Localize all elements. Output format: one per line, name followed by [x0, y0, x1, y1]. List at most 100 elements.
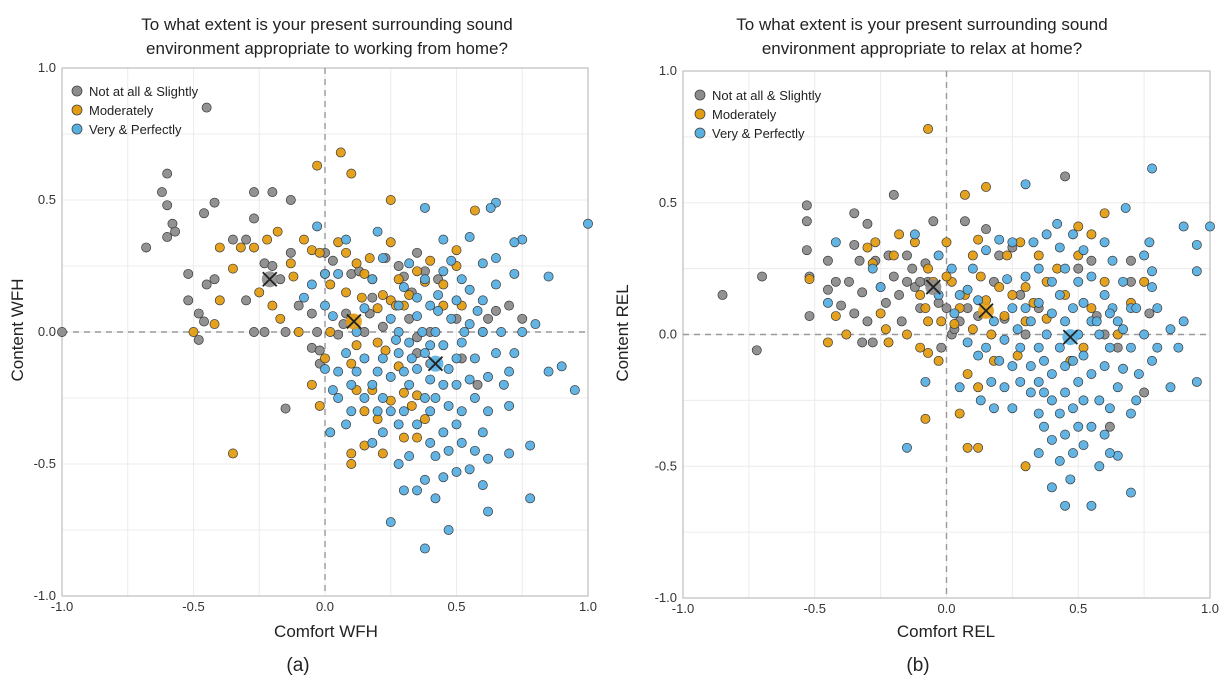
data-point: [201, 279, 212, 290]
data-point: [1041, 329, 1052, 340]
data-point: [433, 290, 444, 300]
data-point: [841, 329, 852, 340]
data-point: [1060, 316, 1071, 327]
data-point: [1007, 303, 1018, 314]
data-point: [525, 440, 536, 451]
data-point: [1091, 316, 1102, 327]
data-point: [1007, 403, 1018, 414]
data-point: [1033, 297, 1044, 308]
data-point: [367, 437, 378, 448]
data-point: [862, 316, 873, 327]
data-point: [1125, 255, 1136, 266]
data-point: [1094, 461, 1105, 472]
data-point: [285, 258, 296, 269]
data-point: [509, 268, 520, 279]
data-point: [1046, 369, 1057, 379]
data-point: [504, 448, 515, 459]
data-point: [923, 124, 934, 134]
data-point: [1020, 282, 1031, 293]
data-point: [412, 364, 422, 374]
data-point: [235, 242, 246, 253]
data-point: [920, 376, 931, 387]
data-point: [325, 279, 336, 290]
data-point: [412, 419, 422, 430]
data-point: [346, 406, 357, 417]
data-point: [1073, 421, 1084, 432]
data-point: [385, 406, 396, 417]
data-point: [1068, 403, 1078, 414]
data-point: [451, 466, 462, 477]
data-point: [1152, 303, 1163, 314]
data-point: [438, 427, 449, 438]
data-point: [1118, 276, 1128, 287]
y-tick-label: 0.0: [659, 327, 677, 342]
data-point: [1054, 408, 1065, 419]
data-point: [333, 393, 344, 403]
chart-title-line-2: environment appropriate to relax at home…: [762, 39, 1082, 58]
data-point: [443, 364, 454, 374]
data-point: [299, 292, 309, 303]
data-point: [1078, 440, 1089, 451]
data-point: [1068, 303, 1078, 314]
data-point: [1086, 229, 1097, 240]
data-point: [464, 232, 475, 242]
data-point: [1073, 263, 1084, 274]
data-point: [504, 300, 515, 311]
data-point: [849, 308, 860, 319]
data-point: [894, 290, 905, 300]
data-point: [162, 200, 173, 211]
data-point: [1060, 171, 1071, 182]
data-point: [385, 313, 396, 324]
data-point: [472, 379, 483, 390]
data-point: [1041, 229, 1052, 240]
data-point: [419, 414, 430, 425]
chart-title-line-1: To what extent is your present surroundi…: [141, 15, 512, 34]
data-point: [1104, 421, 1115, 432]
data-point: [1120, 203, 1131, 213]
data-point: [438, 379, 449, 390]
data-point: [1033, 250, 1044, 261]
data-point: [915, 342, 926, 353]
data-point: [1073, 221, 1084, 232]
data-point: [1086, 369, 1097, 379]
data-point: [451, 419, 462, 430]
data-point: [1002, 250, 1013, 261]
data-point: [320, 300, 330, 311]
data-point: [804, 274, 815, 285]
data-point: [404, 337, 415, 348]
data-point: [306, 279, 317, 290]
data-point: [1046, 308, 1057, 319]
data-point: [530, 319, 541, 330]
data-point: [372, 337, 383, 348]
data-point: [1125, 408, 1136, 419]
data-point: [372, 226, 383, 237]
data-point: [1052, 218, 1063, 229]
data-point: [1007, 290, 1018, 300]
data-point: [446, 255, 457, 266]
data-point: [483, 453, 494, 464]
data-point: [1147, 282, 1157, 293]
data-point: [1165, 324, 1176, 335]
data-point: [1107, 255, 1118, 266]
data-point: [280, 327, 291, 337]
data-point: [999, 382, 1010, 393]
legend-label-not-at-all: Not at all & Slightly: [712, 88, 822, 103]
y-tick-label: 1.0: [659, 63, 677, 78]
data-point: [341, 348, 351, 359]
data-point: [1125, 487, 1136, 498]
data-point: [999, 311, 1010, 322]
data-point: [1099, 429, 1110, 440]
data-point: [1178, 221, 1189, 232]
data-point: [1039, 387, 1049, 398]
data-point: [830, 237, 841, 248]
data-point: [417, 327, 428, 337]
data-point: [359, 268, 370, 279]
data-point: [1099, 276, 1110, 287]
x-tick-label: -1.0: [51, 599, 73, 614]
data-point: [867, 263, 878, 274]
data-point: [1139, 387, 1150, 398]
data-point: [293, 300, 304, 311]
data-point: [880, 324, 891, 335]
data-point: [1065, 474, 1076, 485]
data-point: [393, 348, 404, 359]
